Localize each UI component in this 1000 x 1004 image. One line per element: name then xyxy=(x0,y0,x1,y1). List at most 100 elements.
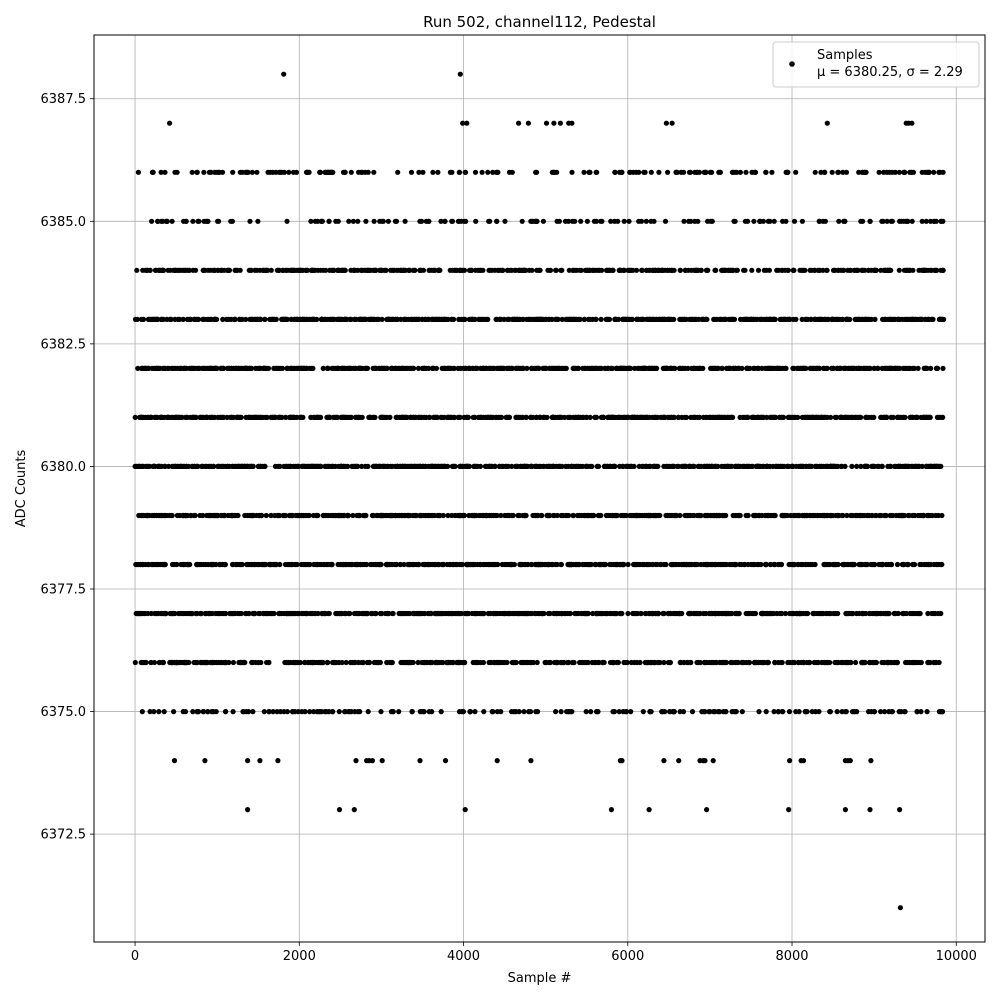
sample-point xyxy=(169,660,174,665)
sample-point xyxy=(880,562,885,567)
sample-point xyxy=(477,562,482,567)
sample-point xyxy=(460,464,465,469)
sample-point xyxy=(810,415,815,420)
sample-point xyxy=(340,415,345,420)
sample-point xyxy=(787,709,792,714)
sample-point xyxy=(560,513,565,518)
sample-point xyxy=(862,366,867,371)
sample-point xyxy=(910,660,915,665)
sample-point xyxy=(347,709,352,714)
sample-point xyxy=(554,317,559,322)
sample-point xyxy=(168,611,173,616)
sample-point xyxy=(242,464,247,469)
sample-point xyxy=(326,464,331,469)
sample-point xyxy=(267,709,272,714)
sample-point xyxy=(262,317,267,322)
sample-point xyxy=(921,415,926,420)
sample-point xyxy=(624,464,629,469)
sample-point xyxy=(487,366,492,371)
sample-point xyxy=(904,366,909,371)
sample-point xyxy=(572,366,577,371)
sample-point xyxy=(277,562,282,567)
sample-point xyxy=(533,464,538,469)
sample-point xyxy=(400,513,405,518)
sample-point xyxy=(709,611,714,616)
sample-point xyxy=(448,562,453,567)
sample-point xyxy=(136,464,141,469)
sample-point xyxy=(692,317,697,322)
sample-point xyxy=(155,415,160,420)
sample-point xyxy=(910,611,915,616)
sample-point xyxy=(855,415,860,420)
sample-point xyxy=(641,709,646,714)
sample-point xyxy=(379,562,384,567)
sample-point xyxy=(734,562,739,567)
sample-point xyxy=(552,513,557,518)
sample-point xyxy=(771,317,776,322)
sample-point xyxy=(701,611,706,616)
sample-point xyxy=(818,415,823,420)
sample-point xyxy=(262,366,267,371)
sample-point xyxy=(703,317,708,322)
sample-point xyxy=(303,562,308,567)
sample-point xyxy=(583,611,588,616)
sample-point xyxy=(776,464,781,469)
sample-point xyxy=(372,317,377,322)
sample-point xyxy=(487,464,492,469)
sample-point xyxy=(492,464,497,469)
sample-point xyxy=(929,464,934,469)
sample-point xyxy=(613,317,618,322)
sample-point xyxy=(292,709,297,714)
sample-point xyxy=(571,464,576,469)
sample-point xyxy=(785,660,790,665)
sample-point xyxy=(173,415,178,420)
sample-point xyxy=(390,709,395,714)
sample-point xyxy=(871,415,876,420)
sample-point xyxy=(766,660,771,665)
sample-point xyxy=(900,317,905,322)
sample-point xyxy=(674,513,679,518)
sample-point xyxy=(285,366,290,371)
sample-point xyxy=(745,513,750,518)
sample-point xyxy=(740,660,745,665)
sample-point xyxy=(919,660,924,665)
sample-point xyxy=(352,660,357,665)
sample-point xyxy=(808,464,813,469)
sample-point xyxy=(491,611,496,616)
sample-point xyxy=(337,709,342,714)
sample-point xyxy=(523,660,528,665)
sample-point xyxy=(365,660,370,665)
sample-point xyxy=(258,660,263,665)
sample-point xyxy=(436,562,441,567)
sample-point xyxy=(276,513,281,518)
sample-point xyxy=(855,317,860,322)
sample-point xyxy=(253,366,258,371)
sample-point xyxy=(701,562,706,567)
sample-point xyxy=(478,513,483,518)
sample-point xyxy=(146,562,151,567)
sample-point xyxy=(371,513,376,518)
sample-point xyxy=(781,317,786,322)
sample-point xyxy=(396,709,401,714)
sample-point xyxy=(580,562,585,567)
sample-point xyxy=(724,366,729,371)
sample-point xyxy=(209,709,214,714)
sample-point xyxy=(416,562,421,567)
sample-point xyxy=(761,415,766,420)
sample-point xyxy=(294,415,299,420)
sample-point xyxy=(590,660,595,665)
sample-point xyxy=(213,611,218,616)
sample-point xyxy=(133,660,138,665)
sample-point xyxy=(406,513,411,518)
sample-point xyxy=(167,317,172,322)
sample-point xyxy=(481,366,486,371)
sample-point xyxy=(528,415,533,420)
sample-point xyxy=(241,660,246,665)
sample-point xyxy=(264,513,269,518)
sample-point xyxy=(200,366,205,371)
sample-point xyxy=(320,317,325,322)
sample-point xyxy=(649,366,654,371)
sample-point xyxy=(379,611,384,616)
sample-point xyxy=(299,464,304,469)
sample-point xyxy=(892,660,897,665)
